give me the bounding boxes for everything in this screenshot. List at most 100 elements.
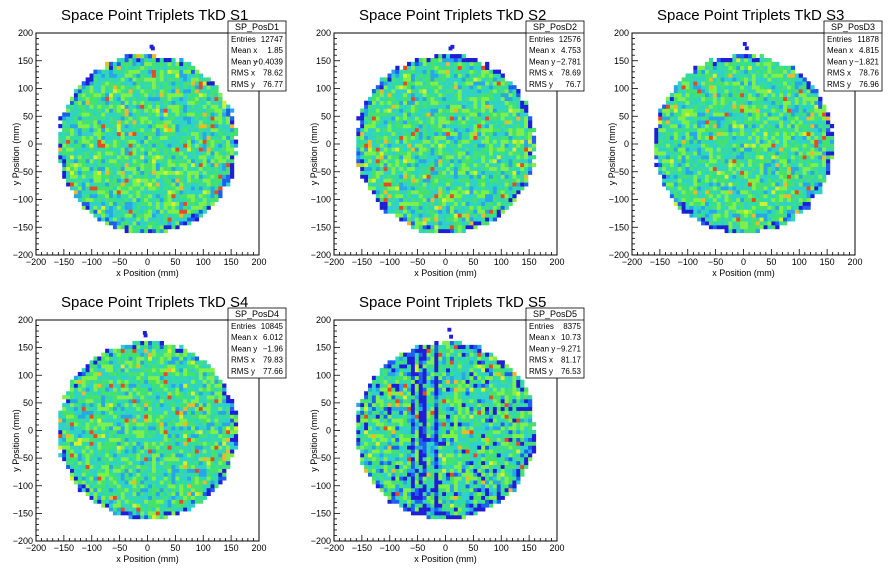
heatmap-cell [391, 104, 396, 109]
heatmap-cell [504, 155, 509, 160]
heatmap-cell [740, 127, 745, 133]
heatmap-cell [481, 108, 486, 113]
heatmap-cell [175, 174, 180, 179]
heatmap-cell [148, 197, 153, 203]
heatmap-cell [144, 81, 149, 86]
heatmap-cell [140, 73, 145, 78]
heatmap-cell [159, 108, 164, 113]
y-tick-label: −150 [13, 222, 33, 232]
heatmap-cell [132, 61, 137, 67]
heatmap-cell [410, 178, 416, 183]
heatmap-cell [485, 89, 490, 94]
heatmap-cell [465, 89, 470, 94]
heatmap-cell [520, 170, 525, 175]
heatmap-cell [206, 77, 211, 82]
heatmap-cell [368, 186, 373, 191]
heatmap-cell [477, 158, 482, 164]
heatmap-cell [767, 96, 772, 102]
heatmap-cell [151, 166, 157, 171]
heatmap-cell [751, 158, 757, 164]
heatmap-cell [477, 186, 482, 191]
heatmap-cell [705, 190, 710, 195]
heatmap-cell [391, 92, 396, 98]
heatmap-cell [70, 108, 75, 113]
heatmap-cell [410, 158, 416, 164]
heatmap-cell [430, 92, 435, 98]
heatmap-cell [105, 65, 110, 70]
heatmap-cell [759, 131, 764, 136]
heatmap-cell [736, 197, 741, 203]
heatmap-cell [453, 77, 459, 82]
heatmap-cell [422, 112, 427, 117]
heatmap-cell [371, 151, 377, 156]
heatmap-cell [779, 158, 784, 164]
heatmap-cell [85, 108, 90, 113]
heatmap-cell [701, 182, 706, 187]
heatmap-cell [673, 143, 679, 148]
heatmap-cell [81, 174, 86, 179]
heatmap-cell [457, 96, 462, 102]
heatmap-cell [779, 100, 784, 105]
heatmap-cell [724, 120, 729, 125]
heatmap-cell [430, 166, 435, 171]
heatmap-cell [485, 73, 490, 78]
heatmap-cell [136, 158, 141, 164]
heatmap-cell [697, 139, 702, 144]
heatmap-cell [775, 77, 780, 82]
heatmap-cell [214, 135, 219, 140]
heatmap-cell [720, 65, 725, 70]
stats-label: Mean y [231, 57, 257, 66]
heatmap-cell [128, 201, 133, 206]
heatmap-cell [414, 143, 420, 148]
heatmap-cell [697, 81, 702, 86]
heatmap-cell [747, 69, 753, 74]
heatmap-cell [481, 104, 486, 109]
heatmap-cell [85, 205, 90, 210]
heatmap-cell [171, 124, 176, 129]
heatmap-cell [446, 127, 451, 133]
heatmap-cell [395, 127, 400, 133]
heatmap-cell [163, 193, 168, 199]
heatmap-cell [720, 197, 725, 203]
heatmap-cell [744, 139, 749, 144]
heatmap-cell [175, 158, 180, 164]
heatmap-cell [70, 147, 75, 152]
heatmap-cell [654, 151, 659, 156]
heatmap-cell [105, 178, 110, 183]
heatmap-cell [70, 186, 75, 191]
heatmap-cell [720, 225, 725, 230]
heatmap-cell [430, 213, 435, 218]
heatmap-cell [434, 104, 439, 109]
heatmap-cell [206, 120, 211, 125]
heatmap-cell [442, 170, 447, 175]
heatmap-cell [681, 197, 686, 203]
heatmap-cell [712, 147, 718, 152]
heatmap-cell [759, 73, 764, 78]
heatmap-cell [449, 190, 455, 195]
heatmap-cell [403, 201, 408, 206]
heatmap-cell [120, 85, 125, 90]
heatmap-cell [128, 54, 133, 59]
heatmap-cell [395, 69, 400, 74]
heatmap-cell [496, 135, 501, 140]
heatmap-cell [779, 116, 784, 121]
heatmap-cell [426, 77, 431, 82]
heatmap-cell [399, 120, 404, 125]
heatmap-cell [73, 143, 79, 148]
heatmap-cell [724, 100, 729, 105]
heatmap-cell [685, 131, 690, 136]
heatmap-cell [724, 182, 729, 187]
heatmap-cell [375, 85, 381, 90]
heatmap-cell [716, 158, 721, 164]
heatmap-cell [179, 57, 184, 63]
heatmap-cell [364, 174, 369, 179]
heatmap-cell [528, 158, 533, 164]
heatmap-cell [230, 127, 235, 133]
heatmap-cell [508, 158, 513, 164]
heatmap-cell [666, 182, 671, 187]
heatmap-cell [708, 158, 714, 164]
heatmap-cell [453, 81, 459, 86]
heatmap-cell [226, 158, 231, 164]
heatmap-cell [708, 61, 714, 67]
heatmap-cell [163, 170, 168, 175]
